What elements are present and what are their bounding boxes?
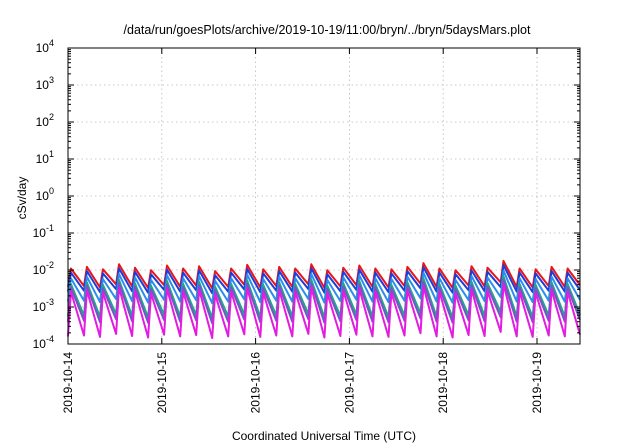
chart-title: /data/run/goesPlots/archive/2019-10-19/1… — [124, 23, 531, 37]
x-axis-label: Coordinated Universal Time (UTC) — [232, 429, 416, 443]
x-tick-label: 2019-10-18 — [436, 352, 450, 414]
y-tick-label: 10-3 — [33, 297, 54, 314]
y-tick-label: 103 — [36, 75, 54, 92]
y-axis-label: cSv/day — [15, 177, 29, 220]
y-tick-label: 104 — [36, 38, 54, 55]
x-tick-label: 2019-10-14 — [61, 352, 75, 414]
x-tick-label: 2019-10-15 — [155, 352, 169, 414]
data-series — [67, 259, 581, 339]
y-tick-label: 101 — [36, 149, 54, 166]
x-axis-ticks: 2019-10-14 2019-10-15 2019-10-16 2019-10-17… — [61, 48, 544, 413]
x-tick-label: 2019-10-17 — [342, 352, 356, 414]
y-tick-label: 10-2 — [33, 260, 54, 277]
x-tick-label: 2019-10-19 — [530, 352, 544, 414]
series-line — [67, 283, 581, 339]
y-tick-label: 10-1 — [33, 223, 54, 240]
y-tick-label: 10-4 — [33, 334, 54, 351]
y-tick-label: 102 — [36, 112, 54, 129]
y-tick-label: 100 — [36, 186, 54, 203]
x-tick-label: 2019-10-16 — [249, 352, 263, 414]
